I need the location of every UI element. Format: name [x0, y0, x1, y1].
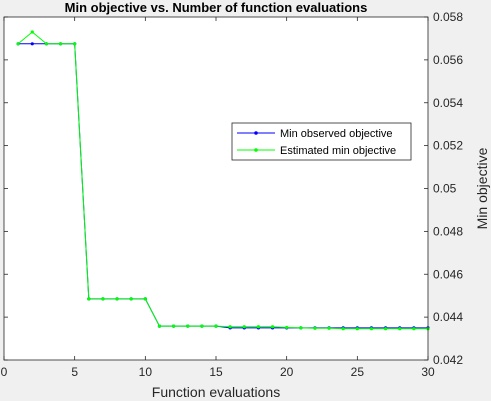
series-point — [384, 327, 388, 331]
series-point — [87, 297, 91, 301]
plot-area — [4, 17, 428, 360]
series-point — [341, 327, 345, 331]
series-point — [115, 297, 119, 301]
legend-entry-label: Estimated min objective — [280, 145, 396, 157]
axes-layer: 0 5 10 15 20 25 300.042 0.044 0.046 0.048 0.05 0.05… — [1, 10, 464, 379]
series-point — [30, 30, 34, 34]
series-point — [214, 324, 218, 328]
y-tick-label: 0.054 — [433, 96, 463, 110]
series-point — [398, 327, 402, 331]
series-point — [270, 325, 275, 329]
y-tick-label: 0.052 — [433, 139, 463, 153]
series-point — [44, 42, 49, 46]
legend-entry-label: Min observed objective — [280, 128, 393, 140]
x-tick-label: 25 — [351, 365, 365, 379]
y-tick-label: 0.048 — [433, 224, 463, 238]
y-tick-label: 0.044 — [433, 310, 463, 324]
x-tick-label: 15 — [209, 365, 223, 379]
series-point — [412, 327, 416, 331]
series-point — [129, 297, 133, 301]
series-point — [16, 42, 20, 46]
x-tick-label: 20 — [280, 365, 294, 379]
y-tick-label: 0.05 — [433, 182, 457, 196]
x-tick-label: 30 — [421, 365, 435, 379]
series-point — [313, 326, 317, 330]
x-axis-label: Function evaluations — [152, 384, 280, 400]
y-tick-label: 0.042 — [433, 353, 463, 367]
series-point — [186, 324, 190, 328]
y-tick-label: 0.056 — [433, 53, 463, 67]
series-point — [73, 42, 77, 46]
series-point — [143, 297, 147, 301]
series-layer — [16, 30, 430, 331]
chart-title: Min objective vs. Number of function eva… — [65, 0, 368, 15]
x-tick-label: 0 — [1, 365, 8, 379]
series-point — [101, 297, 105, 301]
series-point — [172, 324, 176, 328]
series-point — [58, 42, 63, 46]
legend-swatch-marker — [254, 131, 258, 135]
series-point — [30, 42, 34, 46]
x-tick-label: 5 — [71, 365, 78, 379]
legend: Min observed objective Estimated min obje… — [231, 122, 412, 161]
series-line-1 — [17, 31, 428, 330]
y-axis-label: Min objective — [474, 147, 490, 229]
series-point — [355, 327, 359, 331]
series-point — [200, 324, 204, 328]
series-point — [256, 325, 260, 329]
legend-box — [231, 122, 412, 161]
series-point — [157, 324, 162, 328]
x-tick-label: 10 — [139, 365, 153, 379]
series-point — [228, 325, 232, 329]
series-point — [299, 326, 303, 330]
series-point — [285, 325, 289, 330]
series-point — [242, 325, 246, 329]
series-point — [327, 326, 331, 330]
legend-swatch-marker — [254, 148, 258, 152]
y-tick-label: 0.046 — [433, 267, 463, 281]
y-tick-label: 0.058 — [433, 10, 463, 24]
series-point — [369, 327, 374, 331]
